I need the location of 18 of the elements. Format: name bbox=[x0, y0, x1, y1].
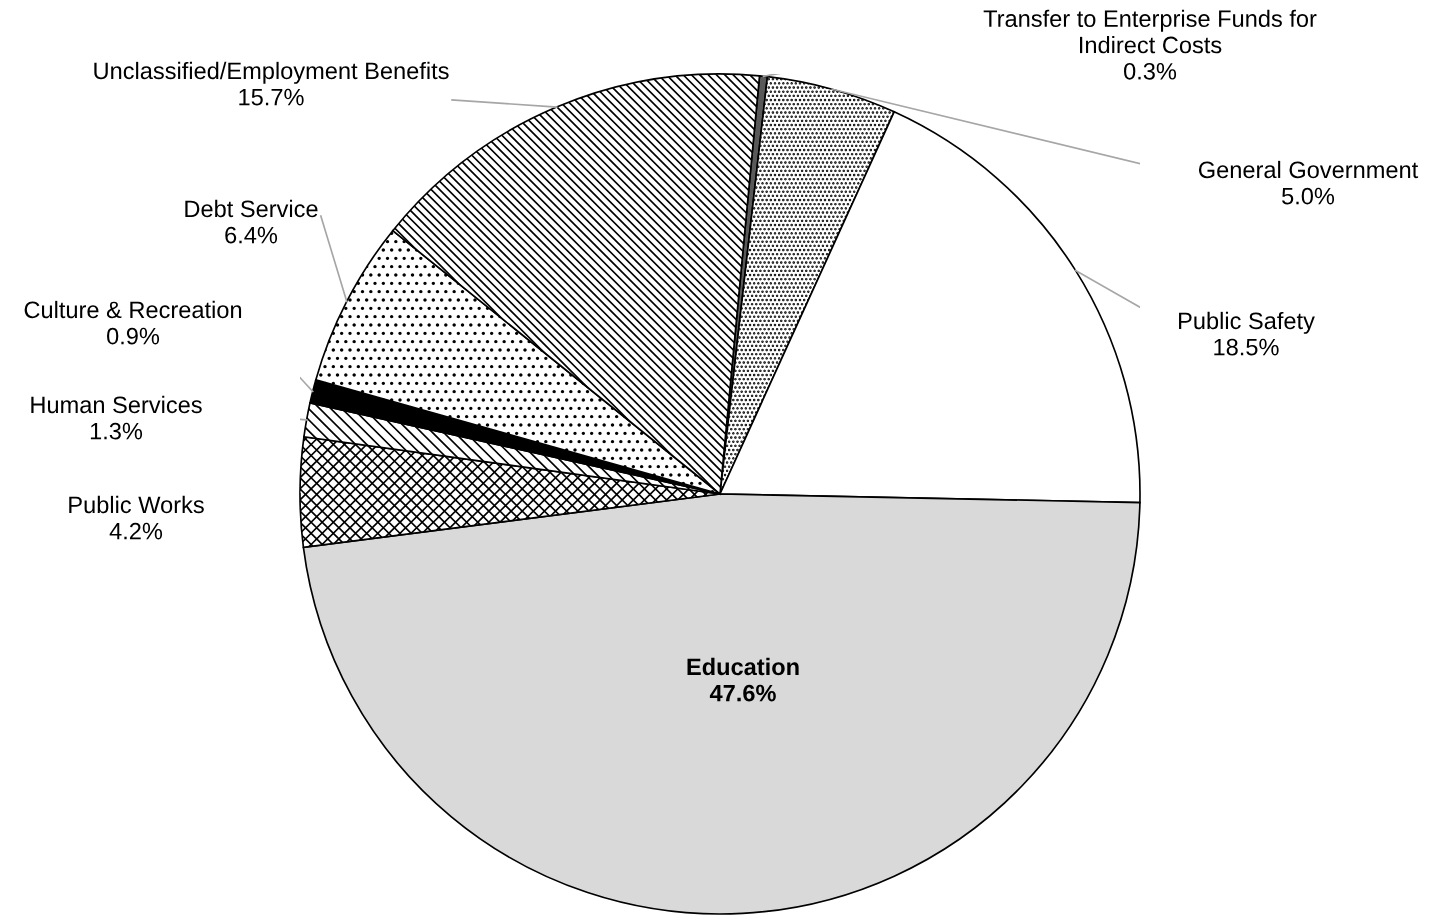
slice-label: Public Works bbox=[69, 495, 204, 514]
slice-label: Debt Service bbox=[185, 199, 318, 218]
slice-label: Human Services bbox=[31, 395, 202, 414]
data-label: 47.6% bbox=[709, 684, 776, 702]
data-label: 4.2% bbox=[109, 522, 163, 540]
data-label: 0.9% bbox=[107, 327, 160, 345]
data-label: 5.0% bbox=[1282, 187, 1335, 205]
slice-label: Public Safety bbox=[1179, 311, 1315, 334]
slice-label: Transfer to Enterprise Funds for Indirect Costs bbox=[983, 9, 1317, 54]
slice-label: Education bbox=[687, 657, 799, 676]
data-label: 18.5% bbox=[1214, 338, 1279, 356]
data-label: 15.7% bbox=[239, 88, 304, 106]
slice-label: General Government bbox=[1198, 160, 1419, 179]
data-label: 1.3% bbox=[90, 422, 143, 440]
slice-label: Culture & Recreation bbox=[24, 300, 242, 319]
data-label: 6.4% bbox=[225, 226, 278, 244]
data-label: 0.3% bbox=[1124, 62, 1177, 80]
slice-label: Unclassified/Employment Benefits bbox=[94, 61, 449, 84]
